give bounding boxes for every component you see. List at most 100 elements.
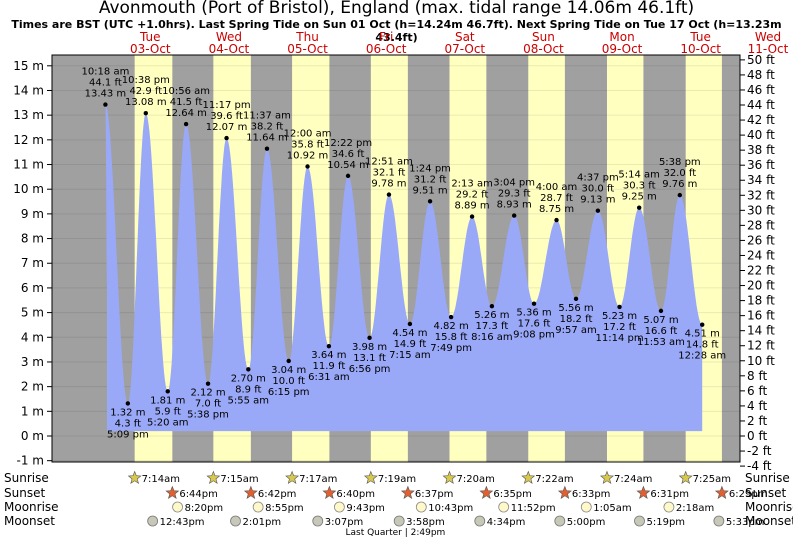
right-tick-label: 18 ft xyxy=(747,294,775,308)
left-tick-label: 1 m xyxy=(21,404,44,418)
tide-point xyxy=(183,121,189,127)
tide-label: 2:13 am xyxy=(451,179,493,190)
right-tick-label: 2 ft xyxy=(747,414,767,428)
sunrise-icon xyxy=(521,470,536,484)
right-tick-label: 10 ft xyxy=(747,354,775,368)
day-label-dow: Tue xyxy=(689,30,711,44)
tide-label: 44.1 ft xyxy=(89,78,122,89)
day-label-dow: Tue xyxy=(139,30,161,44)
moonset-time: 12:43pm xyxy=(160,517,205,528)
moonset-time: 3:07pm xyxy=(325,517,364,528)
tide-label: 5:55 am xyxy=(228,395,270,406)
chart-title: Avonmouth (Port of Bristol), England (ma… xyxy=(98,0,695,18)
tide-point xyxy=(326,343,332,349)
moonrise-time: 10:43pm xyxy=(428,503,473,514)
left-tick-label: 2 m xyxy=(21,380,44,394)
tide-label: 13.43 m xyxy=(85,89,127,100)
sunset-row-label-right: Sunset xyxy=(745,486,786,500)
left-tick-label: 12 m xyxy=(13,133,44,147)
tide-label: 32.1 ft xyxy=(373,168,406,179)
left-tick-label: 7 m xyxy=(21,256,44,270)
tide-label: 8.89 m xyxy=(454,201,489,212)
day-label-dow: Thu xyxy=(295,30,319,44)
tide-label: 9.51 m xyxy=(412,185,447,196)
tide-label: 3:04 pm xyxy=(493,178,535,189)
moonrise-row-label: Moonrise xyxy=(4,500,59,514)
right-tick-label: 8 ft xyxy=(747,369,767,383)
moonset-icon xyxy=(230,515,241,527)
moonset-row-label-right: Moonset xyxy=(745,514,793,528)
moonset-icon xyxy=(474,515,486,527)
moonrise-time: 1:05am xyxy=(593,503,631,514)
moonset-icon xyxy=(393,515,405,527)
tide-label: 12:22 pm xyxy=(324,138,372,149)
tide-label: 5:20 am xyxy=(147,417,189,428)
tide-point xyxy=(367,335,372,340)
tide-label: 9.78 m xyxy=(371,179,406,190)
chart-subtitle: Times are BST (UTC +1.0hrs). Last Spring… xyxy=(11,18,782,44)
tide-point xyxy=(246,367,251,372)
sunrise-icon xyxy=(442,470,457,484)
day-label-date: 06-Oct xyxy=(366,42,407,56)
right-tick-label: 16 ft xyxy=(747,309,775,323)
sunrise-icon xyxy=(600,470,614,484)
tide-point xyxy=(125,401,131,406)
moonset-time: 5:00pm xyxy=(567,517,606,528)
tide-label: 6:15 pm xyxy=(268,387,310,398)
moonrise-time: 8:55pm xyxy=(265,503,304,514)
astro-rows: Sunrise Sunrise 7:14am 7:15am 7:17am 7:19am 7:… xyxy=(4,470,793,538)
tide-point xyxy=(103,102,108,107)
day-label-dow: Wed xyxy=(755,30,781,44)
right-tick-label: 34 ft xyxy=(747,173,775,187)
day-label-date: 07-Oct xyxy=(444,42,485,56)
right-tick-label: 46 ft xyxy=(747,83,775,97)
tide-point xyxy=(143,110,148,116)
left-tick-label: 5 m xyxy=(21,306,44,320)
day-labels: Tue03-OctWed04-OctThu05-OctFri06-OctSat0… xyxy=(130,30,789,56)
tide-point xyxy=(386,192,392,197)
left-tick-label: 9 m xyxy=(21,207,44,221)
tide-label: 6:56 pm xyxy=(349,364,391,375)
tide-point xyxy=(554,217,559,223)
plot-border xyxy=(51,54,741,463)
sunrise-icon xyxy=(127,470,142,484)
sunrise-row-label: Sunrise xyxy=(4,471,49,485)
moonset-icon xyxy=(554,515,566,527)
day-label-date: 11-Oct xyxy=(748,42,789,56)
moonset-time: 5:33pm xyxy=(726,517,765,528)
sunset-time: 6:44pm xyxy=(179,489,218,500)
sunset-icon xyxy=(322,485,337,499)
tide-label: 11.9 ft xyxy=(313,361,346,372)
tide-label: 5.23 m xyxy=(602,311,637,322)
tide-label: 12.07 m xyxy=(206,122,248,133)
day-label-date: 10-Oct xyxy=(680,42,721,56)
tide-point xyxy=(573,296,579,301)
tide-label: 14.9 ft xyxy=(394,339,427,350)
tide-label: 8.9 ft xyxy=(235,384,261,395)
day-label-dow: Wed xyxy=(216,30,242,44)
day-label-dow: Sat xyxy=(455,30,475,44)
tide-label: 8.75 m xyxy=(539,204,574,215)
sunset-time: 6:29pm xyxy=(729,489,768,500)
tide-label: 11.64 m xyxy=(246,133,288,144)
sunrise-row-label-right: Sunrise xyxy=(745,471,790,485)
right-tick-label: 50 ft xyxy=(747,53,775,67)
sunset-time: 6:40pm xyxy=(336,489,375,500)
tide-point xyxy=(165,389,170,394)
tide-label: 29.3 ft xyxy=(498,189,531,200)
tide-label: 41.5 ft xyxy=(170,97,203,108)
tide-point xyxy=(595,208,601,213)
tide-label: 4.51 m xyxy=(685,329,720,340)
tide-label: 15.8 ft xyxy=(435,332,468,343)
tide-point xyxy=(511,213,517,218)
moonset-icon xyxy=(634,515,645,527)
left-tick-label: 6 m xyxy=(21,281,44,295)
moonrise-icon xyxy=(333,501,345,513)
day-label-dow: Mon xyxy=(609,30,634,44)
sunrise-time: 7:17am xyxy=(299,474,337,485)
tide-height-area xyxy=(105,104,703,432)
tide-label: 35.8 ft xyxy=(291,139,324,150)
tide-label: 4:37 pm xyxy=(577,173,619,184)
tide-point xyxy=(531,301,537,306)
